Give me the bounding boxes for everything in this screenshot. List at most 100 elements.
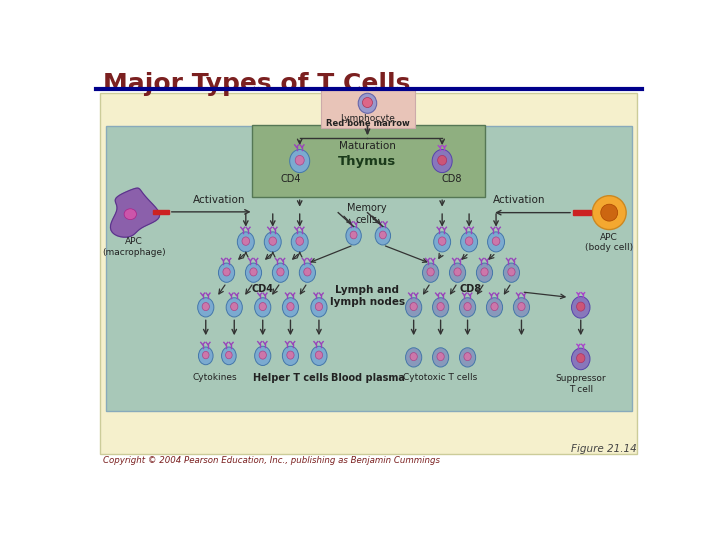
Ellipse shape: [438, 237, 446, 245]
Ellipse shape: [362, 98, 372, 107]
Ellipse shape: [218, 263, 235, 282]
Ellipse shape: [282, 298, 299, 317]
Ellipse shape: [296, 237, 304, 245]
Text: Cytokines: Cytokines: [193, 373, 238, 382]
Ellipse shape: [432, 150, 452, 173]
Ellipse shape: [255, 346, 271, 366]
Ellipse shape: [295, 156, 305, 165]
Ellipse shape: [508, 268, 515, 276]
Ellipse shape: [272, 263, 289, 282]
Ellipse shape: [315, 302, 323, 310]
Text: Activation: Activation: [493, 195, 546, 205]
Text: CD4: CD4: [252, 284, 274, 294]
Ellipse shape: [230, 302, 238, 310]
Ellipse shape: [304, 268, 311, 276]
Ellipse shape: [464, 353, 471, 361]
Ellipse shape: [572, 296, 590, 318]
Ellipse shape: [246, 263, 261, 282]
Ellipse shape: [289, 150, 310, 173]
Ellipse shape: [291, 232, 308, 252]
Ellipse shape: [459, 298, 476, 317]
Ellipse shape: [437, 302, 444, 310]
Ellipse shape: [461, 232, 477, 252]
Ellipse shape: [465, 237, 473, 245]
Text: Maturation: Maturation: [339, 140, 396, 151]
Ellipse shape: [423, 263, 438, 282]
Text: Major Types of T Cells: Major Types of T Cells: [102, 72, 410, 97]
Ellipse shape: [311, 298, 327, 317]
Ellipse shape: [199, 347, 213, 365]
Ellipse shape: [577, 302, 585, 311]
Polygon shape: [153, 210, 168, 214]
Ellipse shape: [225, 352, 232, 359]
Text: CD8: CD8: [459, 284, 482, 294]
Ellipse shape: [375, 226, 390, 245]
Circle shape: [593, 195, 626, 230]
Ellipse shape: [226, 298, 243, 317]
Ellipse shape: [276, 268, 284, 276]
Ellipse shape: [437, 353, 444, 361]
Ellipse shape: [250, 268, 257, 276]
Text: Helper T cells: Helper T cells: [253, 373, 328, 383]
Text: Copyright © 2004 Pearson Education, Inc., publishing as Benjamin Cummings: Copyright © 2004 Pearson Education, Inc.…: [102, 456, 440, 465]
Text: Lymph and
lymph nodes: Lymph and lymph nodes: [330, 285, 405, 307]
Ellipse shape: [577, 354, 585, 363]
Polygon shape: [110, 188, 160, 237]
Ellipse shape: [259, 351, 266, 359]
Ellipse shape: [572, 348, 590, 370]
Ellipse shape: [287, 351, 294, 359]
Ellipse shape: [346, 226, 361, 245]
Ellipse shape: [238, 232, 254, 252]
Ellipse shape: [405, 348, 422, 367]
Text: Blood plasma: Blood plasma: [330, 373, 405, 383]
Ellipse shape: [487, 298, 503, 317]
Ellipse shape: [487, 232, 505, 252]
Ellipse shape: [311, 346, 327, 366]
Ellipse shape: [282, 346, 299, 366]
Ellipse shape: [518, 302, 525, 310]
Ellipse shape: [259, 302, 266, 310]
Ellipse shape: [198, 298, 214, 317]
FancyBboxPatch shape: [99, 93, 637, 454]
Ellipse shape: [264, 232, 282, 252]
Text: CD8: CD8: [441, 174, 462, 184]
Ellipse shape: [350, 231, 357, 239]
Ellipse shape: [287, 302, 294, 310]
Ellipse shape: [379, 231, 387, 239]
Text: APC
(body cell): APC (body cell): [585, 233, 634, 252]
Ellipse shape: [492, 237, 500, 245]
Ellipse shape: [124, 209, 137, 220]
Ellipse shape: [202, 302, 210, 310]
Text: Memory
cells: Memory cells: [347, 204, 387, 225]
Ellipse shape: [477, 263, 492, 282]
Ellipse shape: [269, 237, 276, 245]
FancyBboxPatch shape: [321, 88, 415, 128]
Ellipse shape: [427, 268, 434, 276]
Ellipse shape: [222, 347, 236, 365]
Text: Figure 21.14: Figure 21.14: [571, 444, 637, 454]
Ellipse shape: [242, 237, 250, 245]
Ellipse shape: [202, 352, 209, 359]
Ellipse shape: [410, 302, 418, 310]
Ellipse shape: [223, 268, 230, 276]
Text: Lymphocyte: Lymphocyte: [340, 114, 395, 123]
Text: APC
(macrophage): APC (macrophage): [102, 237, 166, 256]
Ellipse shape: [454, 268, 462, 276]
Ellipse shape: [255, 298, 271, 317]
Text: Activation: Activation: [193, 195, 245, 205]
Ellipse shape: [433, 348, 449, 367]
Ellipse shape: [405, 298, 422, 317]
Circle shape: [600, 204, 618, 221]
Ellipse shape: [459, 348, 476, 367]
Ellipse shape: [433, 298, 449, 317]
Ellipse shape: [491, 302, 498, 310]
Text: Cytotoxic T cells: Cytotoxic T cells: [403, 373, 478, 382]
Ellipse shape: [449, 263, 466, 282]
Text: CD4: CD4: [280, 174, 301, 184]
Text: Suppressor
T cell: Suppressor T cell: [555, 374, 606, 394]
Ellipse shape: [481, 268, 488, 276]
Ellipse shape: [300, 263, 315, 282]
Ellipse shape: [438, 156, 446, 165]
Ellipse shape: [359, 93, 377, 113]
Ellipse shape: [315, 351, 323, 359]
